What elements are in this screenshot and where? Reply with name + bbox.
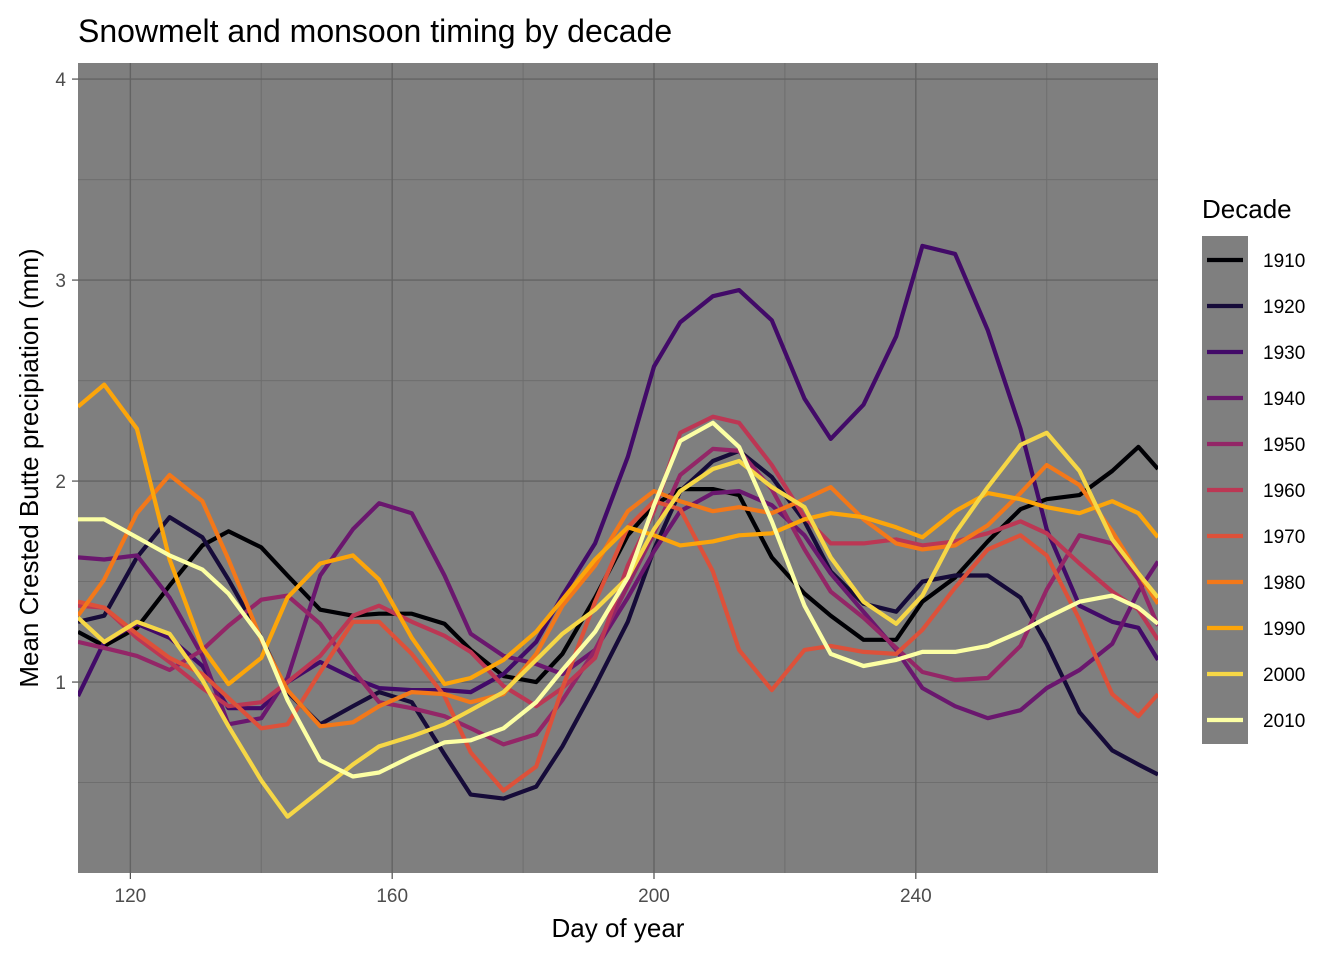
legend-label-1920: 1920 <box>1263 297 1305 318</box>
y-tick-label: 1 <box>55 673 66 694</box>
panel-background <box>78 63 1158 873</box>
x-tick-label: 240 <box>900 886 932 907</box>
plot-panel <box>78 63 1158 873</box>
series-line-1940 <box>78 489 1158 727</box>
legend-label-1940: 1940 <box>1263 389 1305 410</box>
series-line-1910 <box>78 444 1158 685</box>
y-tick-label: 3 <box>55 271 66 292</box>
x-tick-label: 160 <box>376 886 408 907</box>
x-axis-title: Day of year <box>552 913 685 943</box>
y-axis-title: Mean Crested Butte precipiation (mm) <box>14 248 44 687</box>
legend-label-2000: 2000 <box>1263 665 1305 686</box>
x-axis: 120 160 200 240 <box>115 873 932 907</box>
legend-label-1910: 1910 <box>1263 251 1305 272</box>
series-line-1930 <box>78 243 1158 711</box>
series-line-2010 <box>78 420 1158 779</box>
legend-label-1950: 1950 <box>1263 435 1305 456</box>
x-tick-label: 200 <box>638 886 670 907</box>
legend-label-1980: 1980 <box>1263 573 1305 594</box>
x-tick-label: 120 <box>115 886 147 907</box>
y-axis: 1 2 3 4 <box>55 70 78 694</box>
legend-label-1990: 1990 <box>1263 619 1305 640</box>
chart-title: Snowmelt and monsoon timing by decade <box>78 13 672 49</box>
y-tick-label: 4 <box>55 70 66 91</box>
legend-title: Decade <box>1202 194 1292 224</box>
series-line-1960 <box>78 414 1158 709</box>
legend: Decade 1910 1920 1930 1940 1950 1960 1970 1980 1… <box>1202 194 1305 744</box>
legend-label-1970: 1970 <box>1263 527 1305 548</box>
legend-label-1960: 1960 <box>1263 481 1305 502</box>
legend-label-2010: 2010 <box>1263 711 1305 732</box>
series-line-1990 <box>78 382 1158 687</box>
legend-label-1930: 1930 <box>1263 343 1305 364</box>
y-tick-label: 2 <box>55 472 66 493</box>
series-lines <box>78 243 1158 819</box>
series-line-1950 <box>78 446 1158 747</box>
